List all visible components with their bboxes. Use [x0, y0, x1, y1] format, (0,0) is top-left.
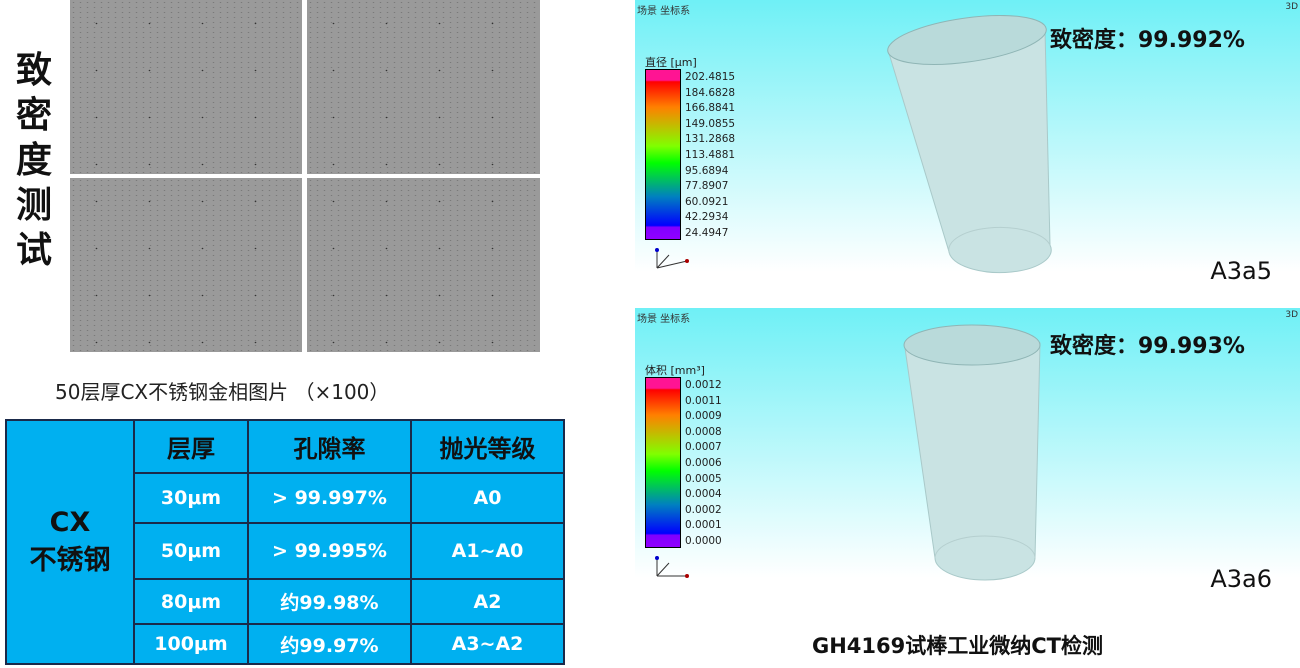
cell: A3~A2 — [410, 623, 565, 665]
header-cell: 抛光等级 — [410, 419, 565, 474]
view-mode: 3D — [1285, 310, 1298, 320]
ct-panel-a3a6: 场景 坐标系 3D 致密度：99.993% A3a6 体积 [mm³] 0.00… — [635, 308, 1300, 593]
cell: 100μm — [133, 623, 249, 665]
title-char: 试 — [15, 230, 52, 271]
porosity-table: CX 不锈钢 层厚 孔隙率 抛光等级 30μm > 99.997% A0 50μm >… — [5, 419, 565, 665]
scale-tick: 184.6828 — [685, 86, 736, 99]
scale-tick: 0.0008 — [685, 425, 722, 438]
view-mode: 3D — [1285, 2, 1298, 12]
cell: 80μm — [133, 578, 249, 625]
cell: 50μm — [133, 522, 249, 580]
scale-tick: 0.0009 — [685, 410, 722, 423]
scale-tick: 0.0004 — [685, 488, 722, 501]
scale-unit: 体积 [mm³] — [645, 364, 705, 377]
color-scale-bar — [645, 377, 681, 548]
table-row: 80μm 约99.98% A2 — [6, 578, 565, 625]
scale-tick: 0.0000 — [685, 534, 722, 547]
scale-tick: 202.4815 — [685, 71, 736, 83]
cell: > 99.995% — [247, 522, 412, 580]
table-row: 30μm > 99.997% A0 — [6, 472, 565, 524]
title-char: 致 — [15, 50, 52, 91]
axis-triad-icon — [655, 556, 689, 578]
scale-tick: 0.0007 — [685, 441, 722, 454]
micrograph-grid — [70, 0, 540, 352]
axis-triad-icon — [655, 248, 689, 269]
table-row: 50μm > 99.995% A1~A0 — [6, 522, 565, 580]
color-scale-bar — [645, 69, 681, 240]
sample-label: A3a5 — [1210, 257, 1272, 285]
table-row: 100μm 约99.97% A3~A2 — [6, 623, 565, 665]
scale-tick: 77.8907 — [685, 180, 729, 193]
scale-tick: 0.0012 — [685, 379, 722, 391]
scale-tick: 60.0921 — [685, 195, 729, 208]
header-cell: 层厚 — [133, 419, 249, 474]
cell: 约99.98% — [247, 578, 412, 625]
vertical-title: 致 密 度 测 试 — [12, 48, 56, 273]
scale-tick: 113.4881 — [685, 148, 736, 161]
density-value: 致密度：99.993% — [1050, 334, 1245, 359]
title-char: 测 — [15, 185, 52, 226]
ct-footer-title: GH4169试棒工业微纳CT检测 — [812, 634, 1103, 658]
scale-ticks: 202.4815 184.6828 166.8841 149.0855 131.2868… — [685, 71, 735, 239]
header-cell: 孔隙率 — [247, 419, 412, 474]
title-char: 密 — [15, 95, 52, 136]
cell: A1~A0 — [410, 522, 565, 580]
scale-tick: 131.2868 — [685, 133, 736, 146]
sample-label: A3a6 — [1210, 565, 1272, 593]
cell: A2 — [410, 578, 565, 625]
cell: 约99.97% — [247, 623, 412, 665]
micrograph-image — [70, 178, 302, 352]
cell: A0 — [410, 472, 565, 524]
scale-tick: 0.0001 — [685, 519, 722, 532]
scale-tick: 24.4947 — [685, 226, 729, 239]
scene-menu: 场景 坐标系 — [637, 6, 691, 17]
micrograph-image — [307, 178, 540, 352]
material-cell: CX 不锈钢 — [5, 419, 135, 665]
scale-ticks: 0.0012 0.0011 0.0009 0.0008 0.0007 0.0006 0.00… — [685, 379, 722, 547]
scale-tick: 0.0002 — [685, 503, 722, 516]
scale-tick: 0.0011 — [685, 394, 722, 407]
cell: > 99.997% — [247, 472, 412, 524]
scale-tick: 166.8841 — [685, 102, 736, 115]
scale-tick: 95.6894 — [685, 164, 729, 177]
density-value: 致密度：99.992% — [1050, 28, 1245, 53]
scale-tick: 0.0005 — [685, 472, 722, 485]
scale-tick: 42.2934 — [685, 211, 729, 224]
scale-tick: 0.0006 — [685, 456, 722, 469]
cylinder-model — [887, 15, 1052, 274]
micrograph-caption: 50层厚CX不锈钢金相图片 （×100） — [55, 380, 390, 404]
ct-panel-a3a5: 场景 坐标系 3D 致密度：99.992% A3a5 直径 [μm] 202.4… — [635, 0, 1300, 286]
micrograph-image — [70, 0, 302, 174]
title-char: 度 — [15, 140, 52, 181]
cell: 30μm — [133, 472, 249, 524]
cylinder-model — [903, 324, 1041, 581]
scene-menu: 场景 坐标系 — [637, 314, 691, 325]
scale-unit: 直径 [μm] — [645, 56, 697, 69]
scale-tick: 149.0855 — [685, 117, 736, 130]
micrograph-image — [307, 0, 540, 174]
